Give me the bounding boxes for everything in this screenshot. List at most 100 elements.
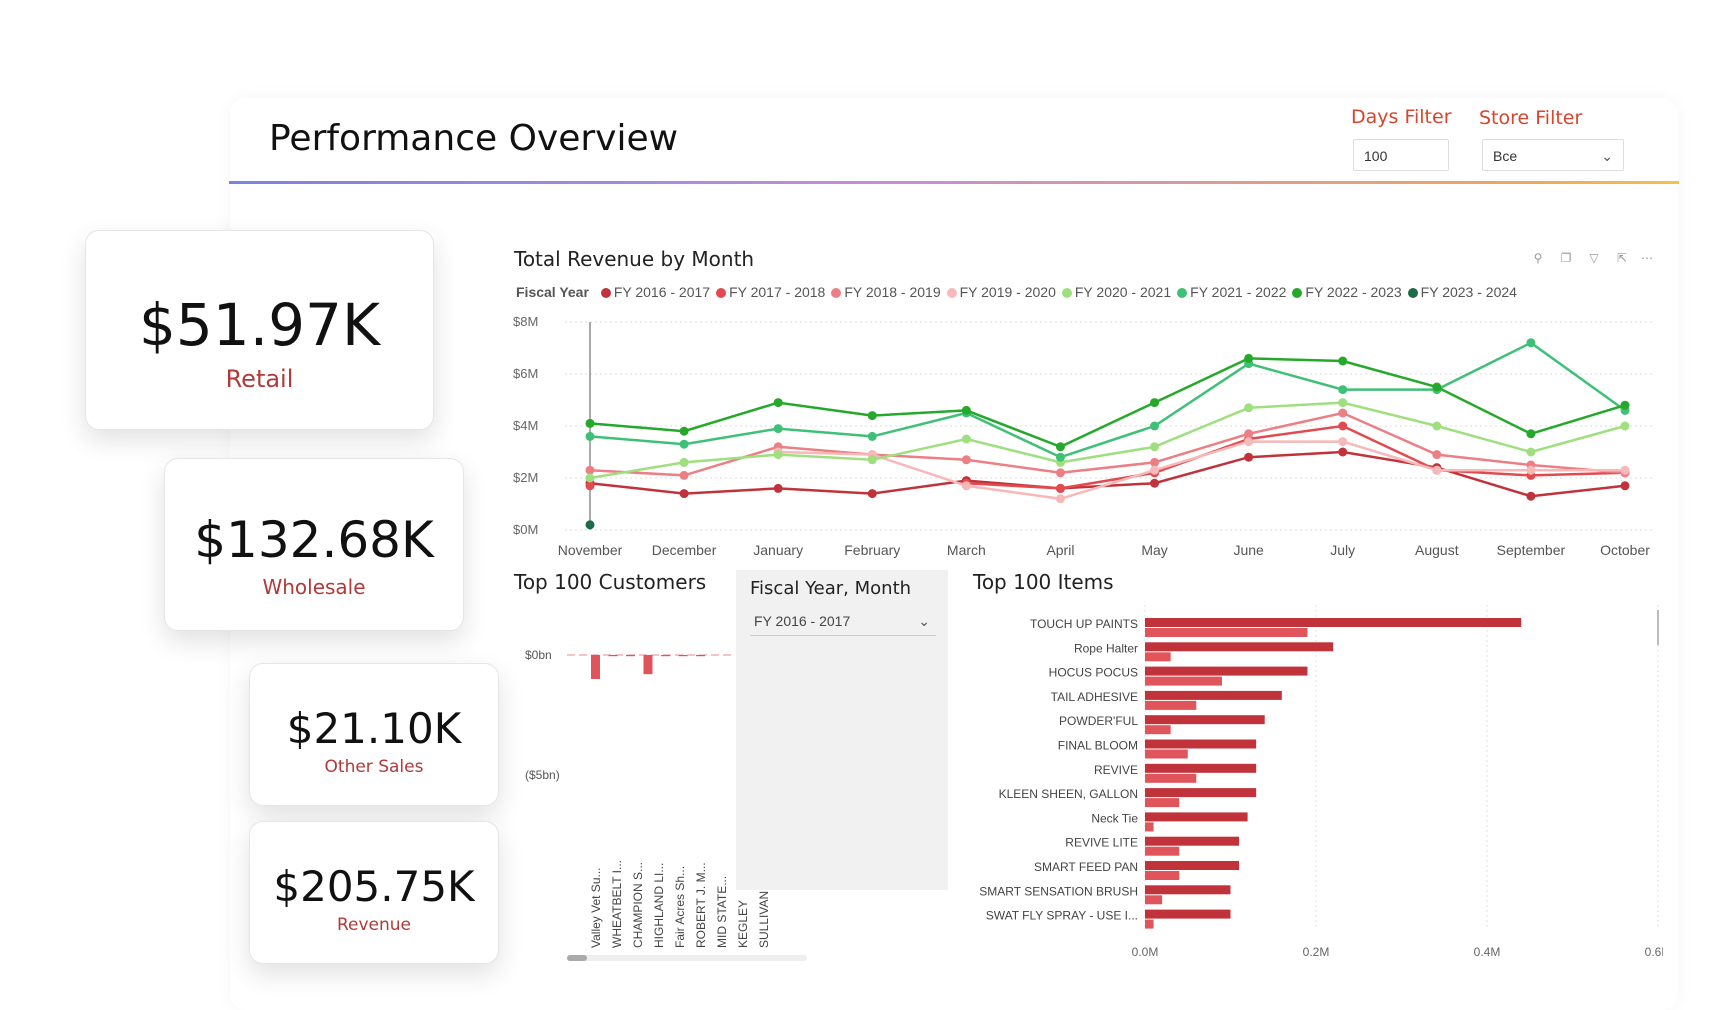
item-bar[interactable] xyxy=(1145,690,1282,700)
item-bar[interactable] xyxy=(1145,773,1197,783)
item-bar[interactable] xyxy=(1145,788,1257,798)
customers-bar-chart[interactable]: $0bn ($5bn) xyxy=(505,640,735,790)
data-point[interactable] xyxy=(1150,465,1160,475)
customer-bar[interactable] xyxy=(591,655,600,679)
store-filter-dropdown[interactable]: Все ⌄ xyxy=(1482,139,1624,171)
item-bar[interactable] xyxy=(1145,700,1197,710)
customer-bar[interactable] xyxy=(661,655,670,657)
legend-item[interactable]: FY 2020 - 2021 xyxy=(1061,284,1171,300)
customers-scrollbar[interactable] xyxy=(567,955,807,961)
data-point[interactable] xyxy=(1338,408,1348,418)
kpi-card-retail[interactable]: $51.97K Retail xyxy=(85,230,434,430)
data-point[interactable] xyxy=(1526,429,1536,439)
data-point[interactable] xyxy=(679,457,689,467)
data-point[interactable] xyxy=(679,489,689,499)
data-point[interactable] xyxy=(961,481,971,491)
series-line[interactable] xyxy=(589,411,1626,477)
item-bar[interactable] xyxy=(1145,871,1180,880)
data-point[interactable] xyxy=(585,418,595,428)
data-point[interactable] xyxy=(867,455,877,465)
data-point[interactable] xyxy=(1620,465,1630,475)
item-bar[interactable] xyxy=(1145,618,1522,627)
customer-bar[interactable] xyxy=(626,655,635,657)
filter-icon[interactable]: ▽ xyxy=(1589,251,1599,265)
item-bar[interactable] xyxy=(1145,798,1180,808)
data-point[interactable] xyxy=(1432,465,1442,475)
data-point[interactable] xyxy=(773,424,783,434)
data-point[interactable] xyxy=(1526,465,1536,475)
data-point[interactable] xyxy=(1338,421,1348,431)
legend-item[interactable]: FY 2023 - 2024 xyxy=(1407,284,1517,300)
data-point[interactable] xyxy=(1338,398,1348,408)
data-point[interactable] xyxy=(1150,478,1160,488)
kpi-card-wholesale[interactable]: $132.68K Wholesale xyxy=(164,458,464,631)
item-bar[interactable] xyxy=(1145,812,1248,822)
data-point[interactable] xyxy=(1244,429,1254,439)
legend-item[interactable]: FY 2019 - 2020 xyxy=(946,284,1056,300)
series-line[interactable] xyxy=(778,440,1625,501)
data-point[interactable] xyxy=(961,405,971,415)
series-line[interactable] xyxy=(589,341,1626,459)
data-point[interactable] xyxy=(1620,421,1630,431)
customer-bar[interactable] xyxy=(696,655,705,657)
legend-item[interactable]: FY 2022 - 2023 xyxy=(1292,284,1402,300)
data-point[interactable] xyxy=(1338,447,1348,457)
data-point[interactable] xyxy=(1526,338,1536,348)
customers-scrollbar-thumb[interactable] xyxy=(567,955,587,961)
data-point[interactable] xyxy=(1055,483,1065,493)
kpi-card-other-sales[interactable]: $21.10K Other Sales xyxy=(249,663,499,806)
item-bar[interactable] xyxy=(1145,739,1257,749)
data-point[interactable] xyxy=(1432,382,1442,392)
data-point[interactable] xyxy=(1055,494,1065,504)
item-bar[interactable] xyxy=(1145,861,1240,870)
legend-item[interactable]: FY 2017 - 2018 xyxy=(716,284,825,300)
item-bar[interactable] xyxy=(1145,715,1265,725)
item-bar[interactable] xyxy=(1145,749,1188,759)
data-point[interactable] xyxy=(961,434,971,444)
data-point[interactable] xyxy=(585,481,595,491)
series-line[interactable] xyxy=(966,424,1626,490)
data-point[interactable] xyxy=(1055,468,1065,478)
data-point[interactable] xyxy=(585,431,595,441)
focus-mode-icon[interactable]: ⇱ xyxy=(1616,251,1628,265)
data-point[interactable] xyxy=(585,473,595,483)
item-bar[interactable] xyxy=(1145,628,1308,637)
series-line[interactable] xyxy=(589,401,1626,480)
legend-item[interactable]: FY 2016 - 2017 xyxy=(600,284,710,300)
item-bar[interactable] xyxy=(1145,642,1334,652)
data-point[interactable] xyxy=(1338,385,1348,395)
kpi-card-revenue[interactable]: $205.75K Revenue xyxy=(249,821,499,964)
data-point[interactable] xyxy=(1244,437,1254,447)
data-point[interactable] xyxy=(867,431,877,441)
data-point[interactable] xyxy=(679,426,689,436)
item-bar[interactable] xyxy=(1145,885,1231,895)
data-point[interactable] xyxy=(585,465,595,475)
item-bar[interactable] xyxy=(1145,652,1171,662)
item-bar[interactable] xyxy=(1145,763,1257,773)
data-point[interactable] xyxy=(1150,398,1160,408)
items-bar-chart[interactable]: 0.0M 0.2M 0.4M 0.6M TOUCH UP PAINTS Rope Halt… xyxy=(973,605,1663,965)
item-bar[interactable] xyxy=(1145,919,1154,929)
days-filter-input[interactable]: 100 xyxy=(1353,139,1449,171)
data-point[interactable] xyxy=(1432,450,1442,460)
customer-bar[interactable] xyxy=(643,655,653,675)
data-point[interactable] xyxy=(1150,421,1160,431)
item-bar[interactable] xyxy=(1145,676,1222,686)
data-point[interactable] xyxy=(1055,452,1065,462)
more-options-icon[interactable]: ⋯ xyxy=(1641,251,1653,265)
series-line[interactable] xyxy=(589,357,1626,449)
data-point[interactable] xyxy=(1620,481,1630,491)
item-bar[interactable] xyxy=(1145,909,1231,919)
data-point[interactable] xyxy=(1338,437,1348,447)
customer-bar[interactable] xyxy=(678,655,688,657)
customer-bar[interactable] xyxy=(608,655,618,657)
data-point[interactable] xyxy=(1150,442,1160,452)
item-bar[interactable] xyxy=(1145,846,1180,856)
data-point[interactable] xyxy=(1338,356,1348,366)
data-point[interactable] xyxy=(1244,403,1254,413)
data-point[interactable] xyxy=(1526,447,1536,457)
data-point[interactable] xyxy=(961,455,971,465)
copy-icon[interactable]: ❐ xyxy=(1560,251,1572,265)
item-bar[interactable] xyxy=(1145,895,1163,905)
pin-icon[interactable]: ⚲ xyxy=(1533,251,1543,265)
